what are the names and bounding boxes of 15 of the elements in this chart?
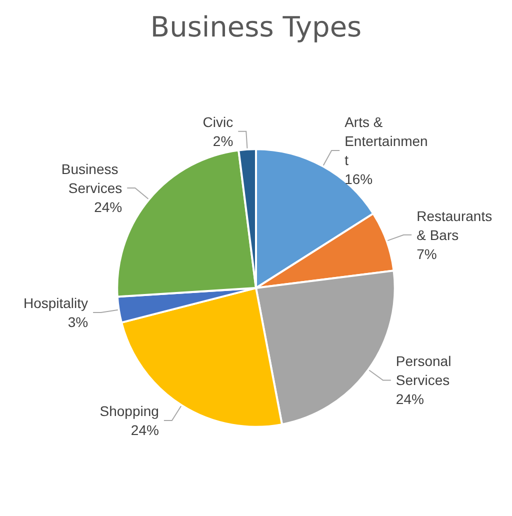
slice-label: Restaurants & Bars [416, 208, 496, 243]
data-label: 16% [344, 171, 373, 188]
slice-label: Arts & Entertainment [344, 114, 428, 168]
data-label: 24% [130, 422, 159, 438]
slice-label: Business Services [61, 161, 122, 196]
data-label: 24% [94, 199, 122, 215]
slice-label: Personal Services [396, 353, 456, 388]
data-label: 7% [416, 246, 437, 262]
slice-label: Shopping [100, 402, 159, 419]
slice-label: Hospitality [23, 295, 88, 312]
data-label: 24% [396, 391, 424, 408]
slice-label: Civic [202, 114, 234, 130]
chart-title: Business Types [150, 10, 362, 44]
data-label: 2% [212, 132, 234, 149]
data-label: 3% [68, 314, 88, 330]
